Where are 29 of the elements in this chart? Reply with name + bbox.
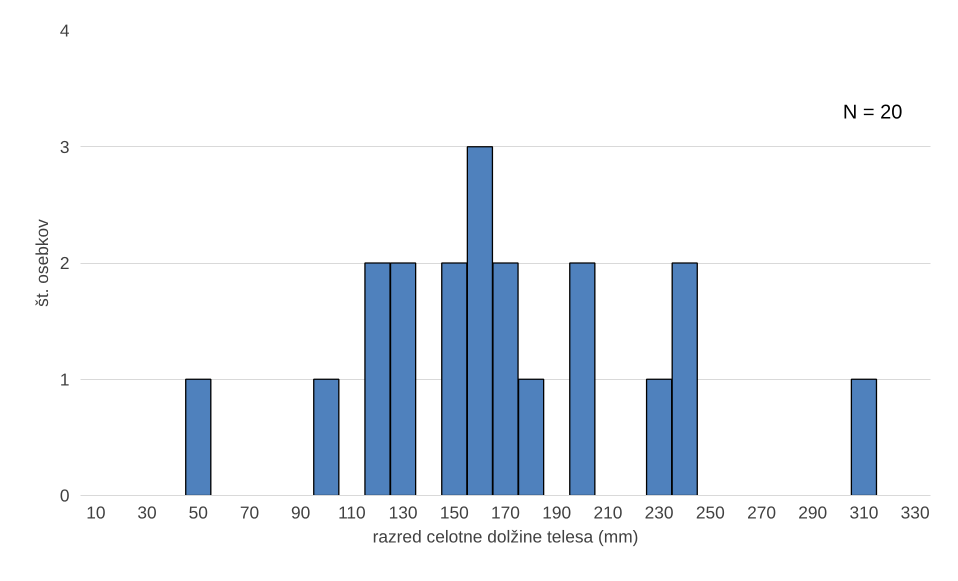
x-tick-label: 250 — [696, 502, 725, 522]
x-tick-label: 110 — [338, 502, 366, 522]
x-tick-label: 70 — [240, 502, 260, 522]
y-axis-title: št. osebkov — [32, 218, 52, 307]
annotation: N = 20 — [842, 102, 902, 124]
x-tick-label: 310 — [849, 502, 878, 522]
x-tick-label: 330 — [900, 502, 930, 522]
x-tick-label: 150 — [440, 502, 469, 522]
x-tick-label: 270 — [747, 502, 776, 522]
bar — [313, 378, 340, 496]
y-tick-label: 0 — [60, 486, 70, 506]
bar — [850, 378, 878, 496]
x-tick-label: 30 — [137, 502, 157, 522]
bar — [569, 262, 596, 496]
x-tick-label: 290 — [798, 502, 828, 522]
x-tick-label: 230 — [644, 502, 674, 522]
x-tick-label: 50 — [188, 502, 208, 522]
x-tick-label: 210 — [593, 502, 622, 522]
x-tick-label: 90 — [291, 502, 310, 522]
x-tick-label: 130 — [388, 502, 418, 522]
y-tick-label: 1 — [60, 369, 70, 390]
y-tick-label: 4 — [60, 20, 70, 40]
bar — [185, 378, 212, 496]
x-tick-label: 10 — [86, 502, 106, 522]
y-tick-label: 3 — [60, 136, 70, 157]
x-tick-label: 190 — [542, 502, 572, 522]
y-tick-label: 2 — [60, 253, 70, 273]
x-axis-title: razred celotne dolžine telesa (mm) — [372, 526, 638, 546]
x-tick-label: 170 — [491, 502, 520, 522]
